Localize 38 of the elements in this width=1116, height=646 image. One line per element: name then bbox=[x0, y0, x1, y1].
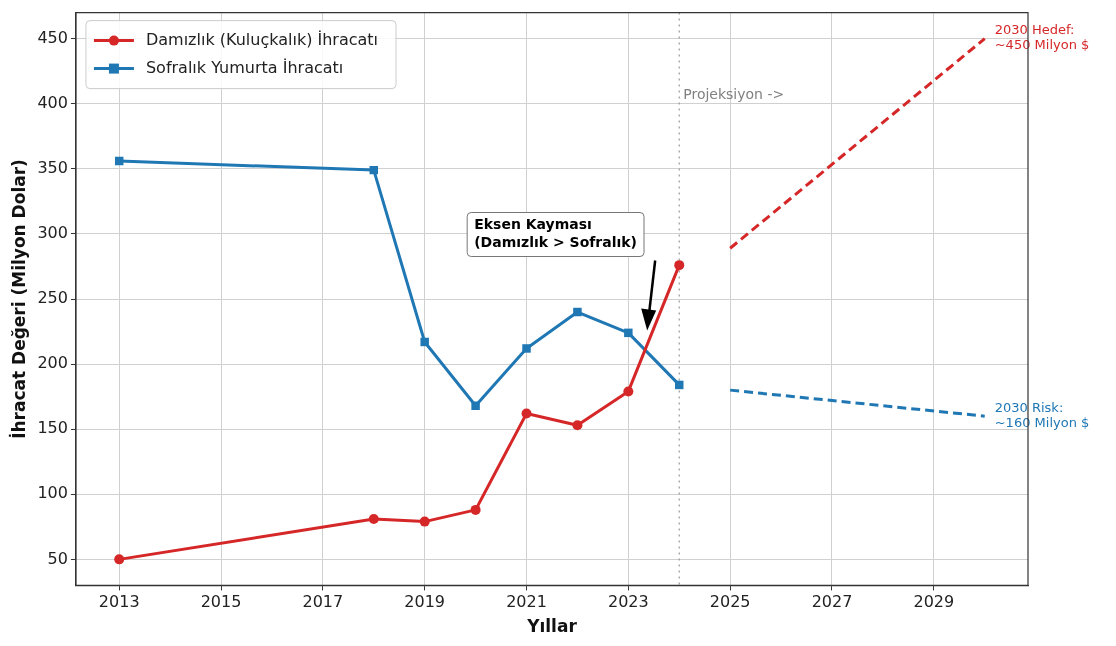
point bbox=[573, 307, 582, 317]
point bbox=[623, 386, 634, 397]
x-tick-label: 2021 bbox=[506, 592, 547, 612]
point bbox=[368, 514, 379, 525]
point bbox=[572, 420, 583, 431]
y-axis-title: İhracat Değeri (Milyon Dolar) bbox=[7, 159, 29, 439]
annotation: Eksen Kayması (Damızlık > Sofralık) bbox=[474, 216, 638, 251]
y-tick-label: 50 bbox=[47, 548, 68, 568]
y-tick-label: 250 bbox=[37, 288, 68, 308]
y-tick-label: 400 bbox=[37, 92, 68, 112]
point bbox=[420, 337, 429, 347]
legend-label: Sofralık Yumurta İhracatı bbox=[145, 57, 344, 77]
x-tick-label: 2013 bbox=[98, 592, 140, 612]
y-tick-label: 150 bbox=[37, 418, 68, 438]
x-tick-label: 2029 bbox=[913, 592, 955, 612]
x-tick-label: 2017 bbox=[302, 592, 344, 612]
x-axis-title: Yıllar bbox=[526, 616, 578, 637]
y-tick-label: 350 bbox=[37, 157, 68, 177]
x-tick-label: 2023 bbox=[607, 592, 649, 612]
x-tick-label: 2025 bbox=[709, 592, 751, 612]
point bbox=[471, 401, 480, 410]
y-tick-label: 100 bbox=[37, 483, 68, 503]
y-tick-label: 450 bbox=[37, 27, 68, 47]
legend-label: Damızlık (Kuluçkalık) İhracatı bbox=[145, 29, 379, 49]
point bbox=[674, 260, 685, 271]
point bbox=[624, 328, 633, 338]
x-tick-label: 2019 bbox=[404, 592, 446, 612]
x-tick-label: 2015 bbox=[200, 592, 242, 612]
y-tick-label: 300 bbox=[37, 223, 68, 243]
y-tick-label: 200 bbox=[37, 353, 68, 373]
point bbox=[521, 408, 532, 419]
x-tick-label: 2027 bbox=[811, 592, 853, 612]
series-label: 2030 Risk: ~160 Milyon $ bbox=[994, 399, 1090, 430]
point bbox=[419, 516, 430, 527]
point bbox=[522, 344, 531, 353]
point bbox=[114, 554, 125, 565]
ref-line-label: Projeksiyon -> bbox=[683, 86, 785, 103]
point bbox=[470, 504, 481, 515]
